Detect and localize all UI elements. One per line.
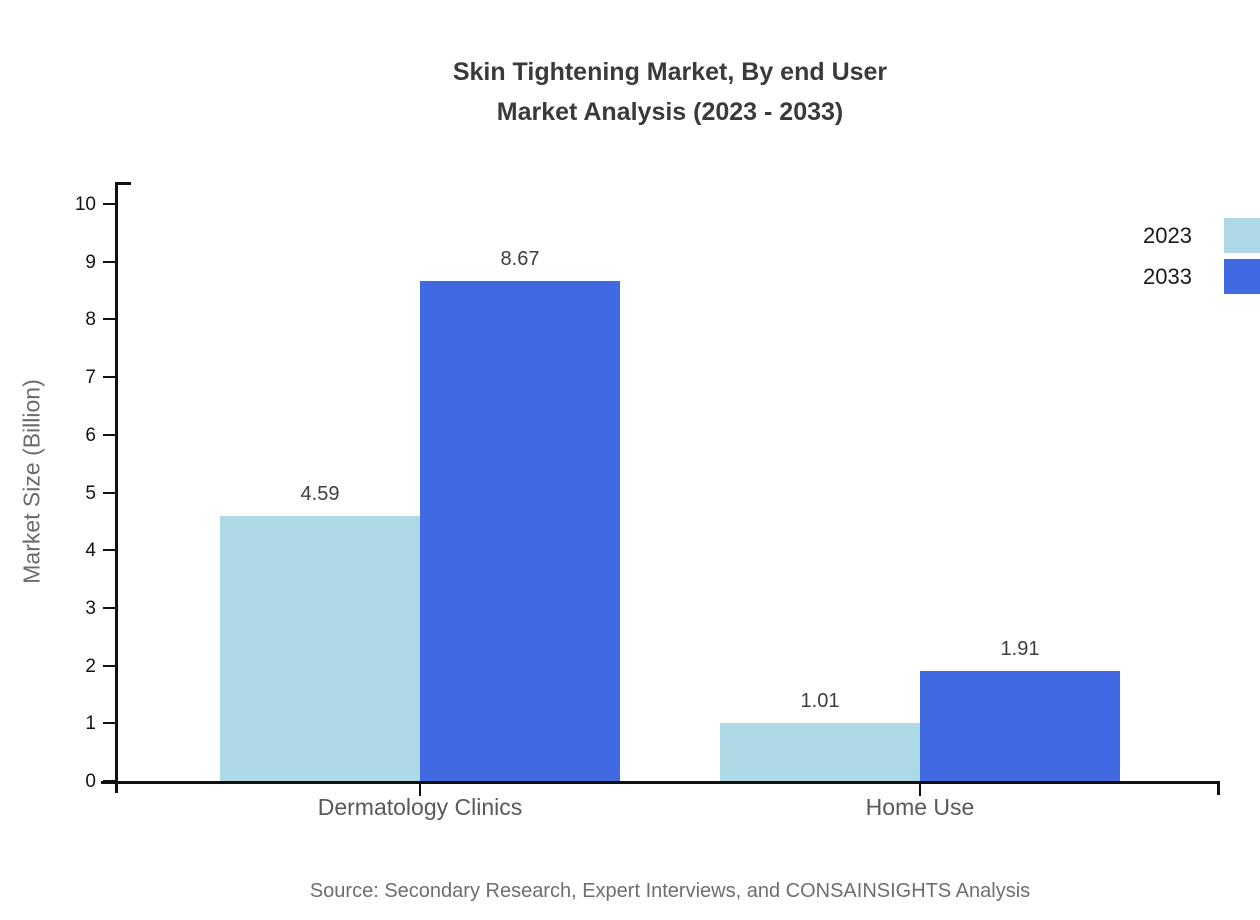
y-tick-mark bbox=[103, 260, 118, 263]
y-tick-mark bbox=[103, 203, 118, 205]
y-tick-mark bbox=[103, 664, 118, 667]
source-note: Source: Secondary Research, Expert Inter… bbox=[309, 880, 1031, 902]
x-tick-mark bbox=[419, 784, 421, 796]
y-tick-label: 7 bbox=[85, 367, 96, 389]
bar-value-label: 8.67 bbox=[500, 247, 540, 270]
legend: 2023 2033 bbox=[1143, 218, 1260, 300]
y-tick-mark bbox=[103, 606, 118, 609]
x-tick-mark bbox=[919, 784, 921, 796]
bar-value-label: 4.59 bbox=[300, 483, 340, 506]
legend-item-2023: 2023 bbox=[1143, 218, 1260, 253]
y-axis-top-cap bbox=[115, 182, 131, 185]
bar-value-label: 1.91 bbox=[1000, 637, 1040, 660]
y-tick-label: 3 bbox=[85, 597, 96, 619]
legend-swatch bbox=[1224, 218, 1260, 253]
x-category-label: Home Use bbox=[865, 794, 975, 820]
y-tick-label: 6 bbox=[85, 424, 96, 446]
x-category-label: Dermatology Clinics bbox=[317, 794, 523, 820]
y-tick-mark bbox=[103, 722, 118, 725]
chart-title: Skin Tightening Market, By end User Mark… bbox=[80, 52, 1260, 132]
y-tick-mark bbox=[103, 433, 118, 436]
y-tick-label: 5 bbox=[85, 482, 96, 504]
y-tick-mark bbox=[103, 780, 118, 782]
y-tick-label: 10 bbox=[74, 194, 96, 215]
y-tick-mark bbox=[103, 491, 118, 494]
y-tick-label: 0 bbox=[85, 771, 96, 792]
legend-item-2033: 2033 bbox=[1143, 259, 1260, 294]
chart-title-line1: Skin Tightening Market, By end User bbox=[452, 58, 888, 86]
chart-title-line2: Market Analysis (2023 - 2033) bbox=[496, 98, 844, 126]
y-axis-spine bbox=[115, 182, 118, 793]
legend-label: 2033 bbox=[1143, 263, 1192, 289]
y-tick-label: 9 bbox=[85, 251, 96, 273]
y-tick-mark bbox=[103, 318, 118, 321]
bar-2023-home-use bbox=[720, 722, 920, 781]
x-axis-line bbox=[101, 781, 1220, 784]
bar-value-label: 1.01 bbox=[800, 689, 840, 712]
y-tick-label: 4 bbox=[85, 540, 96, 562]
bar-2023-dermatology-clinics bbox=[220, 516, 420, 781]
y-tick-mark bbox=[103, 376, 118, 379]
bar-2033-home-use bbox=[920, 670, 1120, 781]
y-tick-label: 2 bbox=[85, 655, 96, 677]
y-tick-label: 1 bbox=[85, 713, 96, 735]
y-tick-label: 8 bbox=[85, 309, 96, 331]
legend-swatch bbox=[1224, 259, 1260, 294]
x-axis-right-cap bbox=[1217, 781, 1220, 795]
bar-2033-dermatology-clinics bbox=[420, 280, 620, 781]
legend-label: 2023 bbox=[1143, 222, 1192, 248]
y-axis-label: Market Size (Billion) bbox=[18, 379, 45, 584]
y-tick-mark bbox=[103, 549, 118, 552]
